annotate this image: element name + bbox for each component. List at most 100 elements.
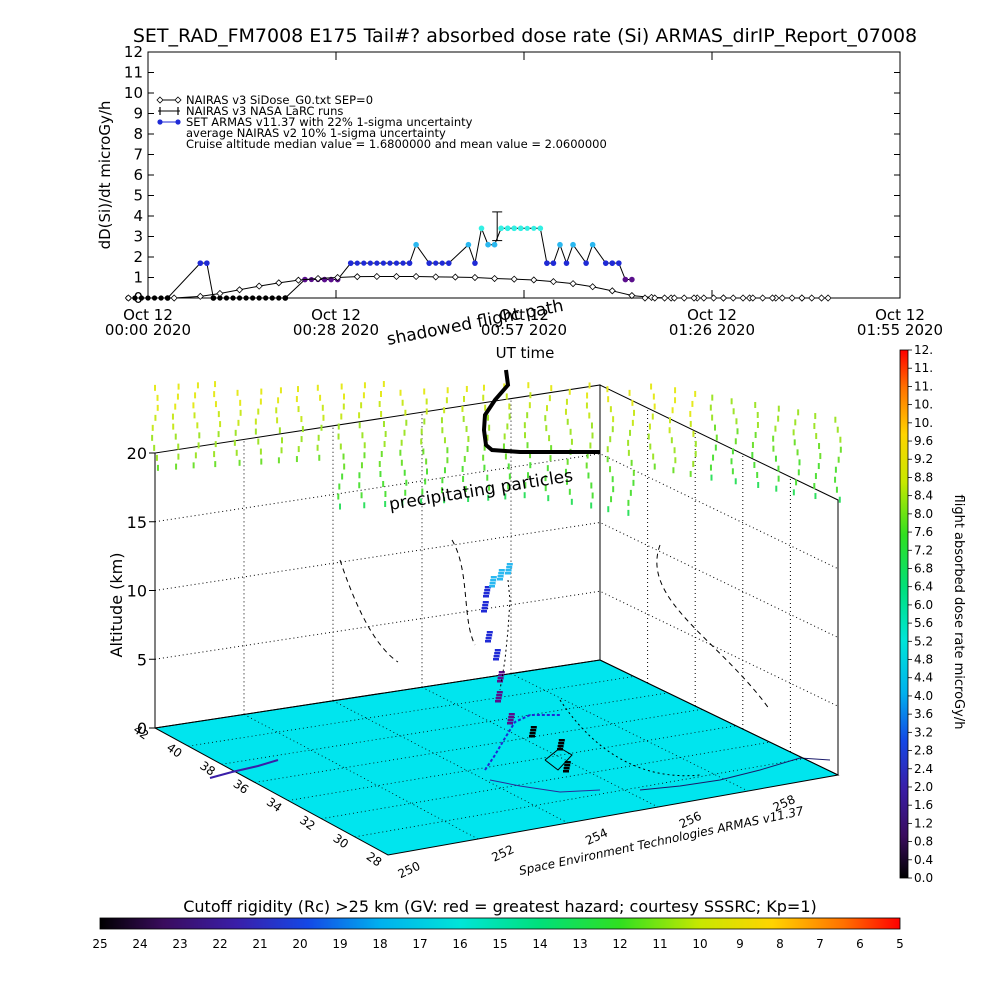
cutoff-colorbar-tick-label: 7 [816,937,824,951]
track-point [482,604,489,607]
dose-point [589,241,596,248]
dose-colorbar-tick-label: 10. [914,398,933,412]
cutoff-colorbar-tick-label: 10 [692,937,707,951]
nairas-point [700,294,708,302]
nairas-point [690,294,698,302]
legend-diamond-marker [156,96,164,104]
track-point [498,572,505,575]
y-tick-label: 7 [133,146,143,164]
track-point [494,652,501,655]
altitude-tick-label: 5 [137,650,147,669]
track-point [505,572,511,575]
dose-point [387,260,393,266]
track-point [497,578,503,581]
track-point [506,566,513,569]
cutoff-colorbar-tick-label: 23 [172,937,187,951]
track-point [558,742,565,745]
y-tick-label: 11 [124,64,143,82]
latitude-tick-label: 40 [164,740,185,760]
dose-colorbar-tick-label: 1.6 [914,798,933,812]
nairas-point [739,294,747,302]
dose-point [197,260,204,266]
dose-rate-colorbar-ticks: 0.0 0.4 0.8 1.2 1.6 2.0 2.4 2.8 3.2 3.6 4.0 4.4 4.8 5… [908,343,933,885]
floor-gridline-lat [221,692,669,765]
track-point [498,674,505,677]
nairas-point [170,294,178,302]
y-tick-label: 2 [133,248,143,266]
track-point [558,739,565,742]
cutoff-rigidity-colorbar-label: Cutoff rigidity (Rc) >25 km (GV: red = g… [183,897,817,916]
latitude-tick-label: 28 [364,849,385,869]
cutoff-colorbar-tick-label: 25 [92,937,107,951]
legend-entry-text: NAIRAS v3 SiDose_G0.txt SEP=0 [186,93,373,107]
nairas-point [353,273,361,281]
x-tick-label-date: Oct 12 [123,306,173,324]
track-point [507,719,514,722]
dose-colorbar-tick-label: 8.8 [914,470,933,484]
latitude-tick-label: 42 [131,722,152,742]
nairas-point [275,279,283,287]
dose-point [491,241,498,248]
figure-title: SET_RAD_FM7008 E175 Tail#? absorbed dose… [133,25,917,47]
nairas-point [710,294,718,302]
dose-point [433,260,439,266]
dose-rate-colorbar: 0.0 0.4 0.8 1.2 1.6 2.0 2.4 2.8 3.2 3.6 4.0 4.4 4.8 5… [899,343,966,885]
dose-point [465,241,472,248]
dose-point [537,225,544,232]
dose-point [517,225,524,232]
nairas-point [670,294,678,302]
cutoff-colorbar-tick-label: 20 [292,937,307,951]
track-point [484,589,491,592]
cutoff-colorbar-tick-label: 11 [652,937,667,951]
longitude-tick-label: 252 [489,842,516,864]
nairas-point [432,273,440,281]
dose-point [472,260,478,266]
dose-colorbar-tick-label: 6.8 [914,561,933,575]
dose-point [210,295,217,301]
dose-colorbar-tick-label: 9.2 [914,452,933,466]
track-point [481,607,488,610]
x-tick-label-date: Oct 12 [499,306,549,324]
dose-point [354,260,360,266]
y-tick-label: 8 [133,125,143,143]
track-point [530,726,537,729]
nairas-point [680,294,688,302]
altitude-axis-label: Altitude (km) [107,553,126,658]
altitude-gridline [154,521,839,638]
track-vertical-shadow [499,579,511,691]
nairas-point [729,294,737,302]
dose-colorbar-tick-label: 3.2 [914,725,933,739]
dose-point [256,295,262,301]
dose-colorbar-tick-label: 7.2 [914,543,933,557]
legend-diamond-marker [174,96,182,104]
track-point [486,634,493,637]
floor-gridline-lon [243,714,479,840]
cutoff-colorbar-tick-label: 21 [252,937,267,951]
latitude-tick-label: 30 [330,831,351,851]
dose-point [269,295,275,301]
track-point [564,764,571,767]
dose-point [400,260,406,266]
dose-colorbar-tick-label: 4.0 [914,689,933,703]
dose-point [413,241,419,248]
dose-point [616,260,622,266]
track-point [507,722,513,725]
track-point [557,745,564,748]
x-tick-label-time: 01:55 2020 [857,321,943,339]
dose-colorbar-tick-label: 8.4 [914,489,933,503]
track-point [489,585,495,588]
track-point [482,601,489,604]
track-point [493,655,500,658]
legend-dot-marker [175,119,181,125]
latitude-tick-label: 32 [297,813,318,833]
track-point [497,677,504,680]
nairas-point [373,272,381,281]
dose-point [236,295,243,301]
nairas-point [294,276,302,284]
track-point [496,691,503,694]
nairas-point [778,294,786,302]
cutoff-rigidity-colorbar-ticks: 25 24 23 22 21 20 19 18 17 16 15 14 13 12 11 10 9 8 7 6 5 [92,937,903,951]
